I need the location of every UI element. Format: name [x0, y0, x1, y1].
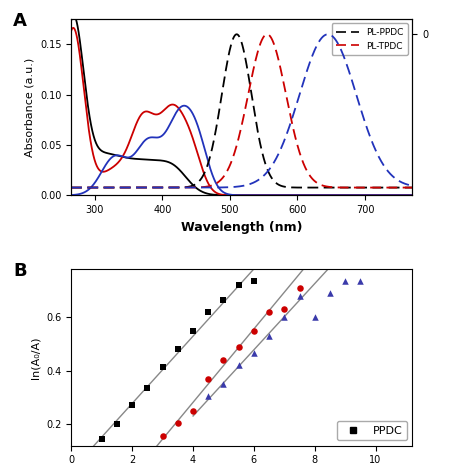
Point [235, 362, 243, 369]
Legend: PPDC: PPDC [337, 421, 407, 440]
Point [204, 308, 212, 316]
Y-axis label: Absorbance (a.u.): Absorbance (a.u.) [24, 57, 34, 157]
Point [219, 356, 227, 364]
Point [159, 432, 166, 440]
Point [265, 308, 273, 316]
X-axis label: Wavelength (nm): Wavelength (nm) [181, 220, 302, 234]
Point [219, 380, 227, 388]
Point [250, 277, 258, 285]
Text: B: B [13, 262, 27, 280]
Point [311, 314, 319, 321]
Point [265, 332, 273, 340]
Point [174, 419, 182, 427]
Point [189, 327, 197, 335]
Point [128, 401, 136, 409]
Point [281, 306, 288, 313]
Point [189, 407, 197, 415]
Point [281, 314, 288, 321]
Legend: PL-PPDC, PL-TPDC: PL-PPDC, PL-TPDC [332, 24, 408, 55]
Point [356, 277, 364, 285]
Point [296, 292, 303, 300]
Y-axis label: ln(A₀/A): ln(A₀/A) [30, 336, 40, 379]
Point [204, 375, 212, 383]
Point [326, 290, 334, 297]
Point [250, 350, 258, 357]
Point [219, 296, 227, 304]
Point [174, 346, 182, 353]
Point [204, 392, 212, 400]
Text: A: A [13, 12, 27, 30]
Point [235, 282, 243, 289]
Point [159, 363, 166, 371]
Point [144, 384, 151, 392]
Point [113, 420, 121, 428]
Point [98, 435, 106, 443]
Point [250, 327, 258, 335]
Point [341, 277, 349, 285]
Point [235, 343, 243, 351]
Point [296, 284, 303, 292]
